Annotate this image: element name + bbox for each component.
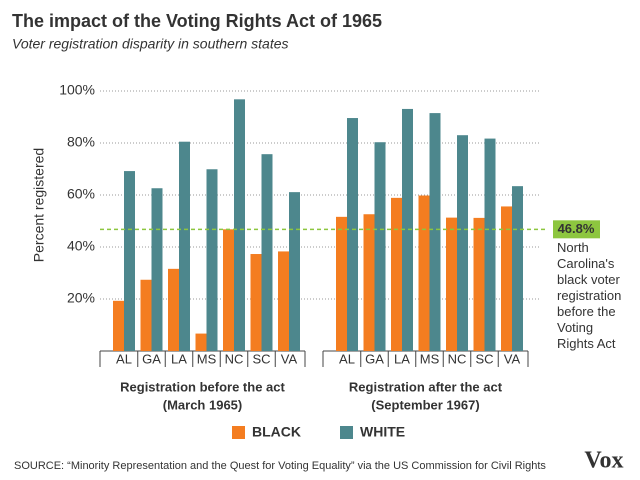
y-tick-label: 40% [67,238,95,254]
reference-label-box [553,220,600,239]
bar [179,141,190,351]
y-tick-label: 60% [67,186,95,202]
x-tick-label: GA [365,351,384,366]
x-tick-label: AL [116,351,132,366]
bar [289,192,300,351]
bar [140,279,152,351]
legend-swatch [232,426,245,439]
x-tick-label: GA [142,351,161,366]
x-tick-label: NC [225,351,244,366]
x-tick-label: SC [252,351,270,366]
annotation-text: Voting [557,320,593,335]
legend-swatch [340,426,353,439]
logo: Vox [584,448,623,474]
x-tick-label: AL [339,351,355,366]
y-tick-label: 100% [59,82,95,98]
y-tick-label: 20% [67,290,95,306]
bar [151,188,163,351]
chart-subtitle: Voter registration disparity in southern… [12,36,289,52]
bar [457,135,468,351]
bar [347,118,358,351]
bar [429,113,441,351]
bar [446,217,457,351]
bar [374,142,386,351]
bar [418,195,430,351]
bar [336,216,347,351]
bar [484,138,496,351]
bar [223,229,234,351]
group-label: (March 1965) [163,397,242,412]
y-axis-label: Percent registered [31,148,47,262]
bar [234,99,245,351]
source: SOURCE: “Minority Representation and the… [14,460,546,472]
legend-label: BLACK [252,424,301,440]
bar [512,186,523,351]
bar [391,197,402,351]
annotation-text: North [557,240,589,255]
group-label: Registration after the act [349,379,503,394]
x-tick-label: VA [504,351,521,366]
y-tick-label: 80% [67,134,95,150]
bar [250,254,262,351]
annotation-text: Rights Act [557,336,616,351]
annotation-text: registration [557,288,621,303]
bar [168,268,179,351]
annotation-text: black voter [557,272,621,287]
group-label: (September 1967) [371,397,479,412]
chart-title: The impact of the Voting Rights Act of 1… [12,11,382,31]
bar [363,214,375,351]
x-tick-label: SC [475,351,493,366]
legend-label: WHITE [360,424,405,440]
x-tick-label: MS [420,351,440,366]
x-tick-label: LA [394,351,410,366]
x-tick-label: NC [448,351,467,366]
bar [501,206,512,351]
bar [124,171,135,351]
annotation-text: before the [557,304,616,319]
annotation-text: Carolina's [557,256,615,271]
bar [473,217,485,351]
bar [261,154,273,351]
bar [402,108,413,351]
bar [278,251,289,351]
bar [206,169,218,351]
x-tick-label: VA [281,351,298,366]
x-tick-label: LA [171,351,187,366]
x-tick-label: MS [197,351,217,366]
reference-label: 46.8% [558,221,595,236]
group-label: Registration before the act [120,379,285,394]
bar [113,300,124,351]
bar [195,333,207,351]
